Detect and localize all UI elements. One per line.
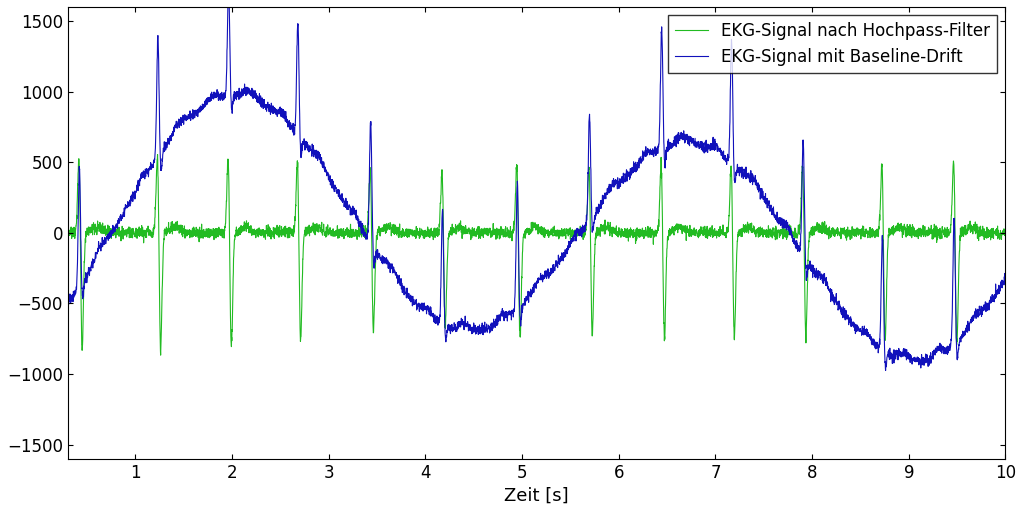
EKG-Signal nach Hochpass-Filter <box>262 229 274 236</box>
EKG-Signal mit Baseline-Drift <box>262 102 274 108</box>
EKG-Signal nach Hochpass-Filter <box>154 352 167 358</box>
EKG-Signal mit Baseline-Drift <box>234 90 247 96</box>
EKG-Signal nach Hochpass-Filter <box>151 152 164 158</box>
Line: EKG-Signal mit Baseline-Drift: EKG-Signal mit Baseline-Drift <box>39 0 1023 371</box>
EKG-Signal nach Hochpass-Filter <box>333 234 346 241</box>
Line: EKG-Signal nach Hochpass-Filter: EKG-Signal nach Hochpass-Filter <box>39 155 1023 355</box>
EKG-Signal nach Hochpass-Filter <box>33 233 45 239</box>
EKG-Signal nach Hochpass-Filter <box>806 225 818 231</box>
EKG-Signal mit Baseline-Drift <box>333 187 346 193</box>
EKG-Signal mit Baseline-Drift <box>33 337 45 343</box>
EKG-Signal mit Baseline-Drift <box>711 141 723 147</box>
EKG-Signal nach Hochpass-Filter <box>234 231 247 238</box>
EKG-Signal nach Hochpass-Filter <box>602 219 614 225</box>
Legend: EKG-Signal nach Hochpass-Filter, EKG-Signal mit Baseline-Drift: EKG-Signal nach Hochpass-Filter, EKG-Sig… <box>668 15 997 73</box>
X-axis label: Zeit [s]: Zeit [s] <box>504 487 569 505</box>
EKG-Signal mit Baseline-Drift <box>880 368 892 374</box>
EKG-Signal mit Baseline-Drift <box>806 267 818 273</box>
EKG-Signal mit Baseline-Drift <box>602 187 614 193</box>
EKG-Signal nach Hochpass-Filter <box>711 230 723 236</box>
